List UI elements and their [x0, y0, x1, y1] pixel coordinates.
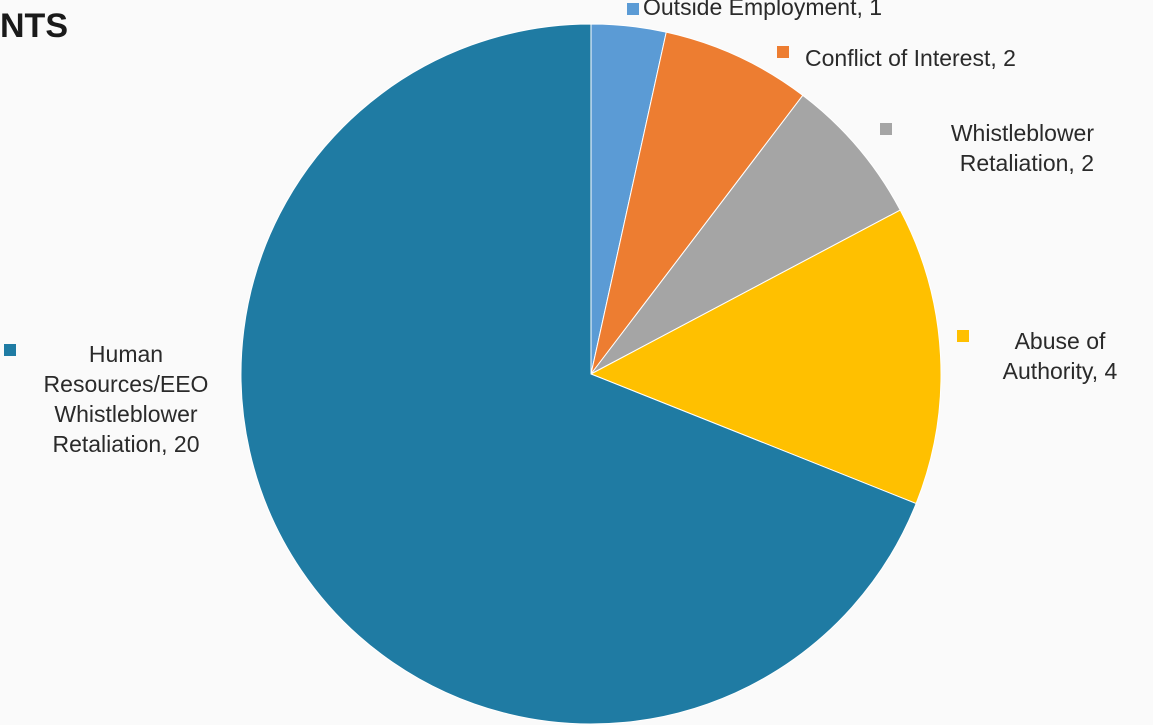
- slice-marker-human-resources: [4, 344, 16, 356]
- slice-label-text: Conflict of Interest, 2: [805, 43, 1016, 73]
- slice-label-human-resources: Human Resources/EEO Whistleblower Retali…: [0, 339, 232, 459]
- slice-label-abuse-of-authority: Abuse of Authority, 4: [957, 326, 1153, 386]
- slice-label-text: Whistleblower Retaliation, 2: [880, 118, 1094, 178]
- slice-marker-outside-employment: [627, 3, 639, 15]
- slice-marker-whistleblower-retaliation: [880, 123, 892, 135]
- slice-label-whistleblower-retaliation: Whistleblower Retaliation, 2: [880, 118, 1094, 178]
- slice-label-conflict-of-interest: Conflict of Interest, 2: [777, 43, 1016, 73]
- chart-title: NTS: [0, 4, 68, 48]
- slice-marker-conflict-of-interest: [777, 46, 789, 58]
- slice-label-outside-employment: Outside Employment, 1: [627, 0, 882, 22]
- slice-label-text: Outside Employment, 1: [643, 0, 882, 22]
- slice-label-text: Abuse of Authority, 4: [965, 326, 1145, 386]
- slice-marker-abuse-of-authority: [957, 330, 969, 342]
- slice-label-text: Human Resources/EEO Whistleblower Retali…: [6, 339, 226, 459]
